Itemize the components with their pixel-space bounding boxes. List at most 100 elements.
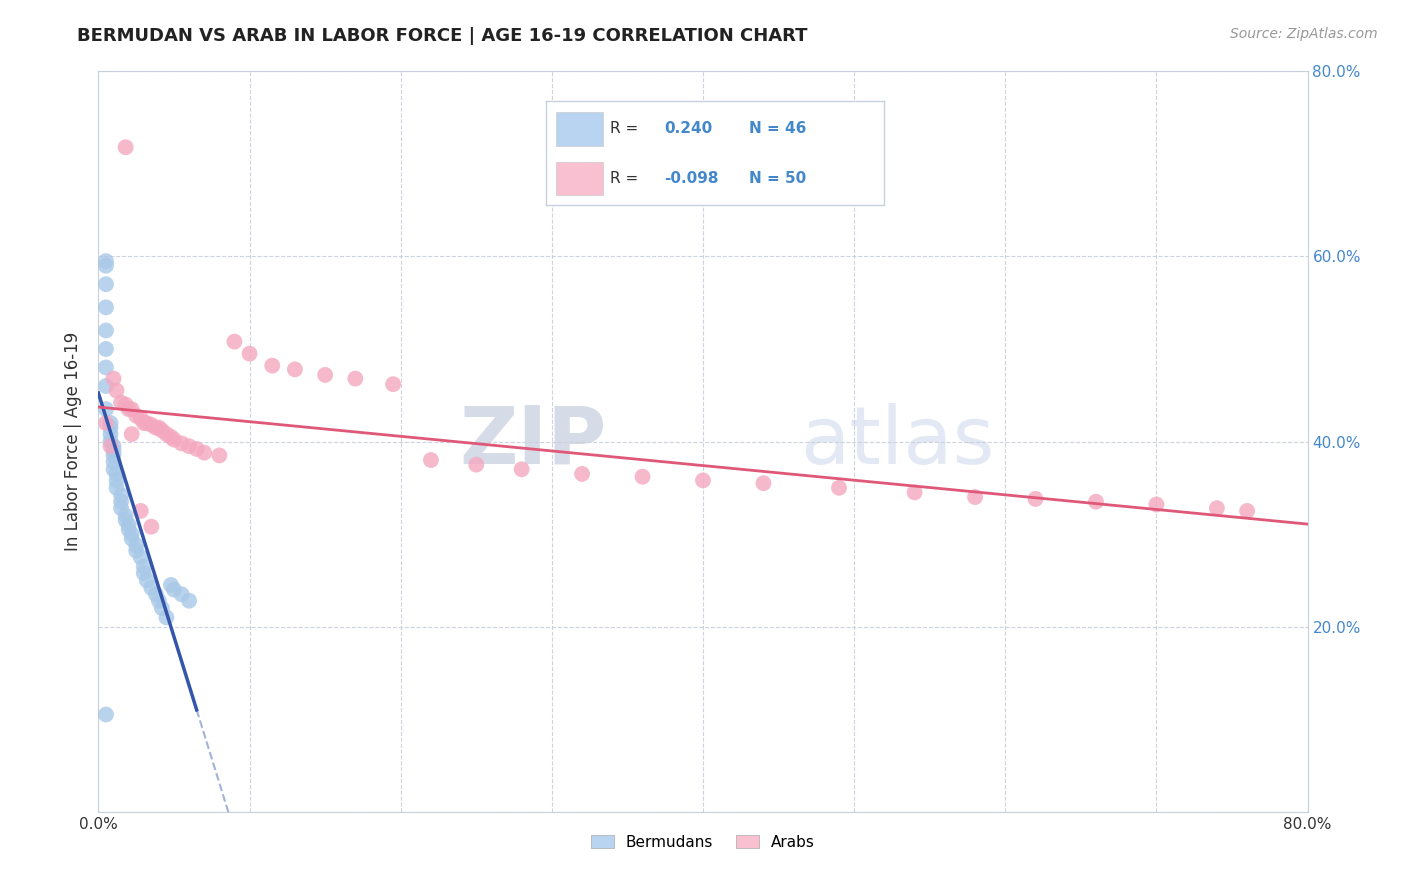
Point [1024, 491, 1046, 506]
Point [94, 402, 117, 417]
Point [141, 519, 163, 533]
Point [160, 430, 183, 444]
Point [94, 259, 117, 273]
Point [105, 467, 128, 481]
Point [132, 416, 155, 430]
Point [828, 481, 851, 495]
Point [94, 416, 117, 430]
Point [103, 439, 125, 453]
Point [110, 395, 132, 409]
Point [135, 574, 157, 588]
Point [160, 578, 183, 592]
Point [145, 420, 167, 434]
Point [170, 587, 193, 601]
Text: ZIP: ZIP [458, 402, 606, 481]
Point [103, 443, 125, 458]
Point [155, 610, 177, 624]
Point [118, 517, 141, 532]
Point [94, 379, 117, 393]
Point [94, 254, 117, 268]
Point [284, 362, 307, 376]
Point [141, 581, 163, 595]
Point [344, 371, 367, 385]
Point [420, 453, 443, 467]
Point [121, 402, 143, 417]
Point [100, 416, 122, 430]
Point [150, 601, 173, 615]
Point [135, 416, 157, 430]
Point [118, 523, 141, 537]
Point [100, 427, 122, 442]
Point [148, 420, 170, 434]
Point [94, 301, 117, 315]
Point [103, 449, 125, 463]
Point [465, 458, 488, 472]
Text: atlas: atlas [800, 402, 994, 481]
Text: Source: ZipAtlas.com: Source: ZipAtlas.com [1230, 27, 1378, 41]
Point [100, 420, 122, 434]
Point [132, 559, 155, 574]
Point [94, 707, 117, 722]
Point [179, 439, 201, 453]
Point [125, 543, 148, 558]
Point [631, 469, 654, 483]
Point [965, 490, 987, 504]
Point [110, 494, 132, 508]
Point [129, 550, 152, 565]
Point [148, 593, 170, 607]
Point [105, 474, 128, 488]
Point [114, 508, 136, 523]
Legend: Bermudans, Arabs: Bermudans, Arabs [585, 829, 821, 856]
Point [125, 538, 148, 552]
Point [186, 442, 208, 456]
Point [193, 445, 215, 459]
Point [94, 324, 117, 338]
Point [110, 488, 132, 502]
Point [103, 455, 125, 469]
Point [1085, 494, 1108, 508]
Point [132, 566, 155, 580]
Point [262, 359, 284, 373]
Point [752, 476, 775, 491]
Point [382, 377, 405, 392]
Point [121, 527, 143, 541]
Point [103, 371, 125, 385]
Point [1144, 498, 1167, 512]
Point [510, 462, 533, 476]
Point [1206, 501, 1229, 516]
Point [163, 433, 186, 447]
Point [170, 436, 193, 450]
Point [239, 346, 262, 360]
Point [114, 398, 136, 412]
Point [129, 504, 152, 518]
Point [692, 474, 714, 488]
Point [224, 334, 246, 349]
Point [129, 411, 152, 425]
Point [904, 485, 927, 500]
Point [1236, 504, 1258, 518]
Text: BERMUDAN VS ARAB IN LABOR FORCE | AGE 16-19 CORRELATION CHART: BERMUDAN VS ARAB IN LABOR FORCE | AGE 16… [77, 27, 808, 45]
Point [179, 593, 201, 607]
Point [208, 449, 231, 463]
Point [94, 342, 117, 356]
Point [163, 582, 186, 597]
Point [155, 427, 177, 442]
Point [105, 481, 128, 495]
Point [571, 467, 593, 481]
Point [121, 532, 143, 546]
Point [103, 462, 125, 476]
Point [105, 384, 128, 398]
Point [150, 424, 173, 438]
Point [100, 439, 122, 453]
Point [145, 587, 167, 601]
Point [94, 360, 117, 375]
Point [125, 409, 148, 423]
Point [141, 417, 163, 432]
Point [114, 513, 136, 527]
Y-axis label: In Labor Force | Age 16-19: In Labor Force | Age 16-19 [65, 332, 83, 551]
Point [121, 427, 143, 442]
Point [110, 501, 132, 516]
Point [94, 277, 117, 292]
Point [100, 434, 122, 449]
Point [118, 402, 141, 417]
